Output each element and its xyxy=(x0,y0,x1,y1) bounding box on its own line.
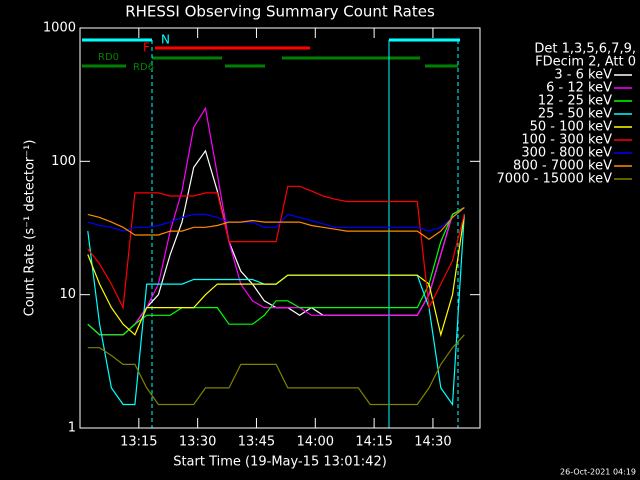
flag-bars xyxy=(82,38,460,428)
series-line xyxy=(87,214,465,407)
series-line xyxy=(87,185,465,310)
series-line xyxy=(87,207,465,241)
legend-label: 25 - 50 keV xyxy=(538,107,612,122)
legend-label: 100 - 300 keV xyxy=(521,133,612,148)
flag-label: N xyxy=(161,33,170,47)
series-line xyxy=(87,106,465,336)
legend-label: 12 - 25 keV xyxy=(538,94,612,109)
flag-label: RD0 xyxy=(98,52,119,63)
x-axis-label: Start Time (19-May-15 13:01:42) xyxy=(173,455,387,470)
legend-label: 300 - 800 keV xyxy=(521,146,612,161)
x-tick-label: 13:30 xyxy=(179,435,216,450)
series-line xyxy=(87,207,465,336)
y-tick-label: 100 xyxy=(51,154,76,169)
legend-label: 800 - 7000 keV xyxy=(513,159,612,174)
series-line xyxy=(87,334,465,406)
legend-label: 3 - 6 keV xyxy=(554,68,612,83)
y-axis-label: Count Rate (s⁻¹ detector⁻¹) xyxy=(23,140,38,317)
y-tick-label: 1 xyxy=(68,421,76,436)
series-line xyxy=(87,207,465,232)
x-tick-label: 14:00 xyxy=(297,435,334,450)
chart-title: RHESSI Observing Summary Count Rates xyxy=(125,3,435,21)
x-tick-label: 14:30 xyxy=(414,435,451,450)
x-tick-label: 13:45 xyxy=(238,435,275,450)
flag-label: F xyxy=(143,41,150,55)
flag-label: RD6 xyxy=(133,62,154,73)
legend-label: 6 - 12 keV xyxy=(546,81,612,96)
plot-frame xyxy=(79,27,481,429)
legend-label: 50 - 100 keV xyxy=(530,120,613,135)
series-line xyxy=(87,214,465,338)
footer: 26-Oct-2021 04:19 xyxy=(560,468,636,477)
y-tick-label: 10 xyxy=(59,287,76,302)
x-tick-label: 13:15 xyxy=(120,435,157,450)
x-tick-label: 14:15 xyxy=(355,435,392,450)
legend-title: Det 1,3,5,6,7,9, xyxy=(534,42,636,57)
legend-label: 7000 - 15000 keV xyxy=(497,172,613,187)
legend-title: FDecim 2, Att 0 xyxy=(535,55,636,70)
y-tick-label: 1000 xyxy=(43,21,76,36)
